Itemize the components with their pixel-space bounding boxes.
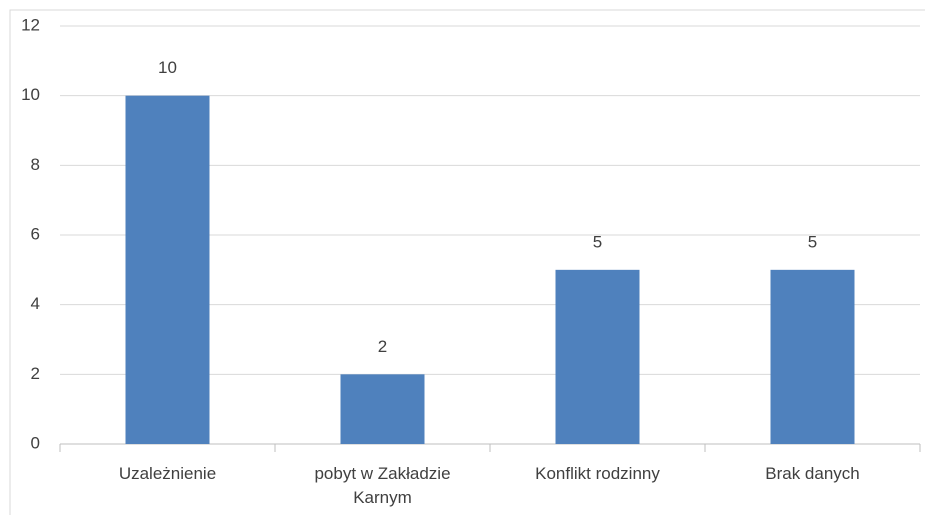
x-tick-label: Brak danych: [765, 464, 860, 483]
data-label: 5: [808, 232, 817, 251]
y-tick-label: 6: [31, 224, 40, 243]
bar: [770, 269, 855, 444]
y-tick-label: 0: [31, 433, 40, 452]
x-tick-label: Konflikt rodzinny: [535, 464, 660, 483]
data-label: 5: [593, 232, 602, 251]
data-label: 2: [378, 337, 387, 356]
y-tick-label: 12: [21, 15, 40, 34]
chart-border: [9, 9, 925, 515]
data-label: 10: [158, 58, 177, 77]
bar: [555, 269, 640, 444]
x-tick-label: Uzależnienie: [118, 464, 217, 483]
x-tick-label: pobyt w Zakładzie Karnym: [314, 464, 451, 507]
bar: [340, 374, 425, 444]
y-tick-label: 8: [31, 155, 40, 174]
y-tick-label: 2: [31, 364, 40, 383]
bar: [125, 95, 210, 445]
y-tick-label: 10: [21, 85, 40, 104]
y-tick-label: 4: [31, 294, 40, 313]
